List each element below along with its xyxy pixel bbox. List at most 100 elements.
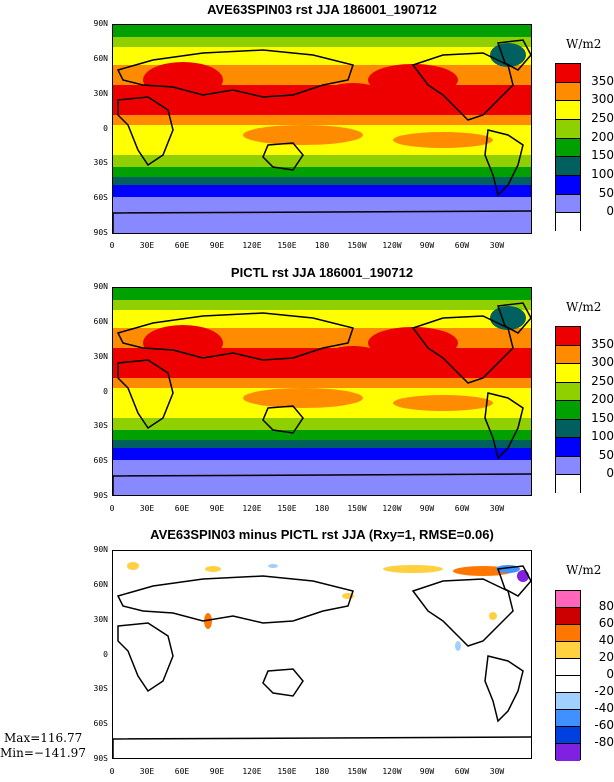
colorbar-swatch bbox=[556, 101, 580, 120]
lon-tick-label: 0 bbox=[109, 767, 115, 776]
map-panel-1: AVE63SPIN03 rst JJA 186001_190712 W/m2 9… bbox=[0, 0, 614, 255]
colorbar-swatch bbox=[556, 727, 580, 744]
lat-tick-label: 60N bbox=[93, 53, 108, 63]
field-band bbox=[113, 466, 531, 495]
units-label: W/m2 bbox=[566, 300, 602, 314]
field-blob bbox=[243, 388, 363, 408]
map-plot bbox=[112, 287, 532, 496]
lon-tick-label: 90E bbox=[209, 241, 225, 250]
lon-tick-label: 120W bbox=[382, 767, 402, 776]
colorbar-swatch bbox=[556, 401, 580, 420]
lat-tick-label: 60S bbox=[93, 456, 108, 466]
colorbar-swatch bbox=[556, 591, 580, 608]
lon-tick-label: 150E bbox=[277, 767, 297, 776]
colorbar-swatch bbox=[556, 64, 580, 83]
coastline bbox=[262, 142, 304, 171]
field-band bbox=[113, 430, 531, 440]
lon-tick-label: 90W bbox=[419, 767, 435, 776]
field-blob bbox=[489, 612, 497, 620]
colorbar-swatch bbox=[556, 345, 580, 365]
colorbar-swatch bbox=[556, 119, 580, 139]
colorbar-swatch bbox=[556, 676, 580, 693]
colorbar-label: 50 bbox=[598, 447, 614, 462]
lon-tick-label: 30W bbox=[489, 767, 505, 776]
lon-tick-label: 90W bbox=[419, 241, 435, 250]
lat-tick-label: 30N bbox=[93, 614, 108, 624]
lon-tick-label: 30E bbox=[139, 241, 155, 250]
lon-tick-label: 150E bbox=[277, 504, 297, 513]
map-plot bbox=[112, 24, 532, 234]
coastline bbox=[496, 302, 531, 334]
colorbar-label: 300 bbox=[591, 355, 614, 370]
colorbar-label: 100 bbox=[591, 429, 614, 444]
lon-tick-label: 30W bbox=[489, 241, 505, 250]
colorbar-label: 50 bbox=[598, 185, 614, 200]
coastline bbox=[117, 622, 174, 693]
field-band bbox=[113, 115, 531, 125]
lat-tick-label: 0 bbox=[103, 386, 108, 396]
lon-tick-label: 150W bbox=[347, 241, 367, 250]
colorbar-label: 100 bbox=[591, 167, 614, 181]
coastline bbox=[116, 575, 354, 624]
coastline bbox=[113, 736, 531, 758]
field-blob bbox=[323, 83, 383, 107]
colorbar-label: 20 bbox=[598, 650, 614, 664]
units-label: W/m2 bbox=[566, 37, 602, 51]
coastline bbox=[484, 392, 524, 460]
field-blob bbox=[204, 613, 212, 629]
colorbar-swatch bbox=[556, 744, 580, 761]
colorbar-label: 80 bbox=[598, 599, 614, 613]
colorbar-swatch bbox=[556, 157, 580, 176]
lon-tick-label: 180 bbox=[314, 241, 330, 250]
colorbar-label: 0 bbox=[606, 204, 614, 219]
colorbar-label: 150 bbox=[591, 148, 614, 163]
field-blob bbox=[490, 306, 526, 330]
field-band bbox=[113, 177, 531, 185]
colorbar-label: 250 bbox=[591, 373, 614, 388]
lat-tick-label: 30N bbox=[93, 88, 108, 98]
lat-tick-label: 0 bbox=[103, 123, 108, 133]
lon-tick-label: 60E bbox=[174, 504, 190, 513]
colorbar-swatch bbox=[556, 693, 580, 710]
colorbar-swatch bbox=[556, 419, 580, 439]
field-band bbox=[113, 37, 531, 47]
coastline bbox=[116, 49, 354, 98]
field-background bbox=[113, 551, 531, 758]
colorbar-label: -40 bbox=[594, 701, 614, 715]
max-stat: Max=116.77 bbox=[4, 731, 83, 745]
map-field bbox=[113, 288, 531, 495]
coastline bbox=[411, 52, 514, 121]
field-band bbox=[113, 25, 531, 37]
lon-tick-label: 150W bbox=[347, 504, 367, 513]
map-panel-3: AVE63SPIN03 minus PICTL rst JJA (Rxy=1, … bbox=[0, 526, 614, 782]
field-band bbox=[113, 167, 531, 177]
lon-tick-label: 0 bbox=[109, 504, 115, 513]
coastline bbox=[484, 129, 524, 197]
field-band bbox=[113, 300, 531, 310]
lon-tick-label: 60W bbox=[454, 767, 470, 776]
field-blob bbox=[268, 564, 278, 568]
lon-tick-label: 30E bbox=[139, 504, 155, 513]
lat-tick-label: 0 bbox=[103, 649, 108, 659]
coastline bbox=[116, 312, 354, 361]
lat-tick-label: 90N bbox=[93, 545, 108, 554]
field-band bbox=[113, 448, 531, 460]
lat-tick-label: 60N bbox=[93, 316, 108, 326]
units-label: W/m2 bbox=[566, 563, 602, 577]
field-blob bbox=[455, 641, 461, 651]
coastline bbox=[262, 668, 304, 697]
lon-tick-label: 30E bbox=[139, 767, 155, 776]
colorbar-label: 150 bbox=[591, 410, 614, 425]
panel-title: AVE63SPIN03 rst JJA 186001_190712 bbox=[207, 2, 437, 17]
map-plot bbox=[112, 550, 532, 759]
lon-tick-label: 90W bbox=[419, 504, 435, 513]
colorbar-label: 200 bbox=[591, 392, 614, 407]
colorbar bbox=[555, 63, 581, 232]
lon-tick-label: 90E bbox=[209, 504, 225, 513]
coastline bbox=[113, 473, 531, 495]
lon-tick-label: 150E bbox=[277, 241, 297, 250]
coastline bbox=[411, 315, 514, 384]
coastline bbox=[262, 405, 304, 434]
field-band bbox=[113, 440, 531, 448]
lon-tick-label: 180 bbox=[314, 504, 330, 513]
